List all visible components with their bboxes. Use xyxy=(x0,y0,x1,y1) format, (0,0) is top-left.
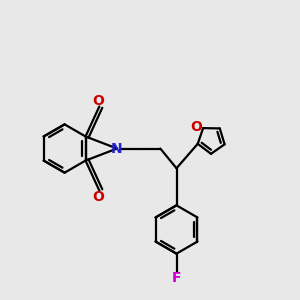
Text: F: F xyxy=(172,271,181,285)
Text: O: O xyxy=(92,94,104,107)
Text: O: O xyxy=(92,190,104,203)
Text: O: O xyxy=(191,120,203,134)
Text: N: N xyxy=(111,142,123,155)
